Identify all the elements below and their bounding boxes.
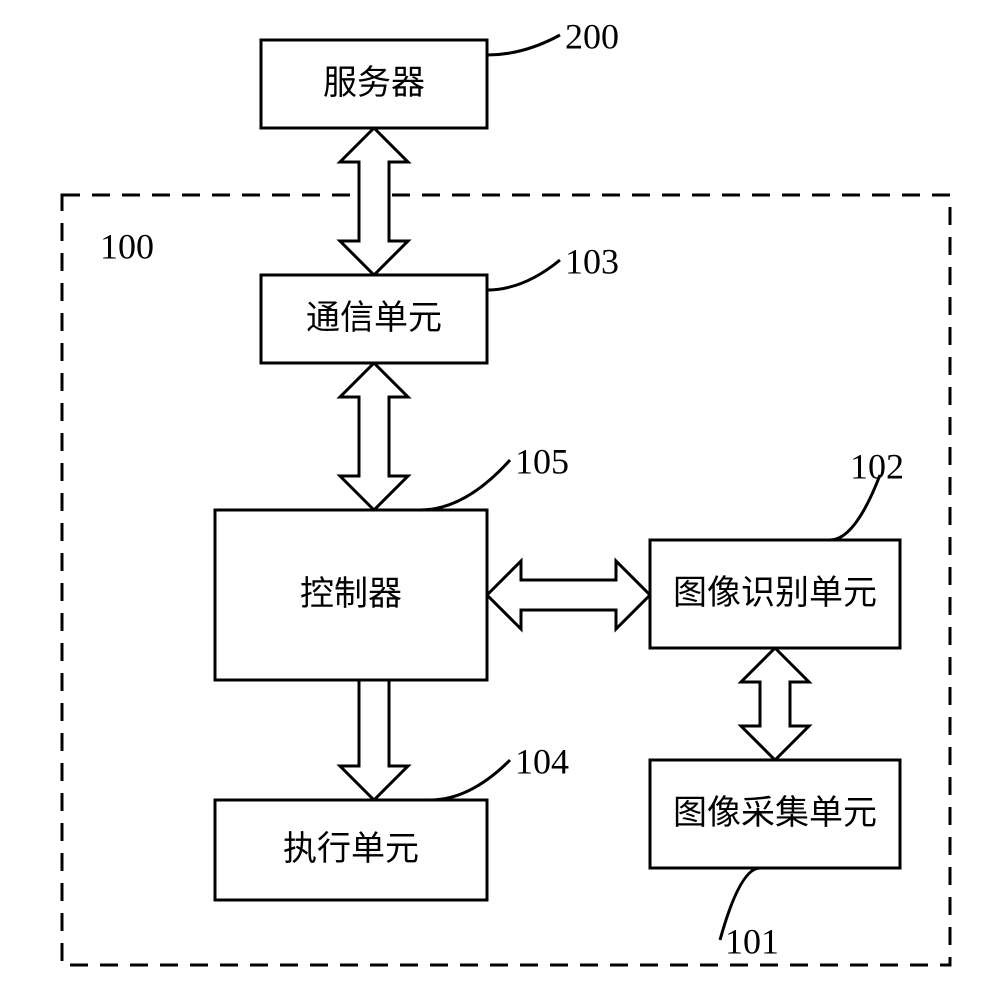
arrow-horizontal <box>487 561 650 629</box>
callout-comm <box>487 260 560 290</box>
diagram-canvas: 100 服务器通信单元控制器 图像识别单元图像采集单元执行单元 200 103 105 10… <box>0 0 985 1000</box>
callout-exec <box>430 760 510 800</box>
container-ref: 100 <box>100 226 154 266</box>
ref-comm: 103 <box>565 241 619 281</box>
box-comm-label: 通信单元 <box>306 299 442 337</box>
ref-imgrec: 102 <box>850 446 904 486</box>
callout-server <box>487 35 560 55</box>
box-imgcap-label: 图像采集单元 <box>673 794 877 832</box>
box-ctrl-label: 控制器 <box>300 575 402 613</box>
ref-imgcap: 101 <box>725 921 779 961</box>
ref-ctrl: 105 <box>515 441 569 481</box>
arrow-vertical <box>340 363 408 510</box>
arrow-vertical <box>340 128 408 275</box>
box-exec-label: 执行单元 <box>283 830 419 868</box>
ref-server: 200 <box>565 16 619 56</box>
ref-exec: 104 <box>515 741 569 781</box>
box-server-label: 服务器 <box>323 64 425 102</box>
box-imgrec-label: 图像识别单元 <box>673 574 877 612</box>
arrow-vertical <box>741 648 809 760</box>
arrow-vertical <box>340 680 408 800</box>
callout-ctrl <box>420 460 510 510</box>
